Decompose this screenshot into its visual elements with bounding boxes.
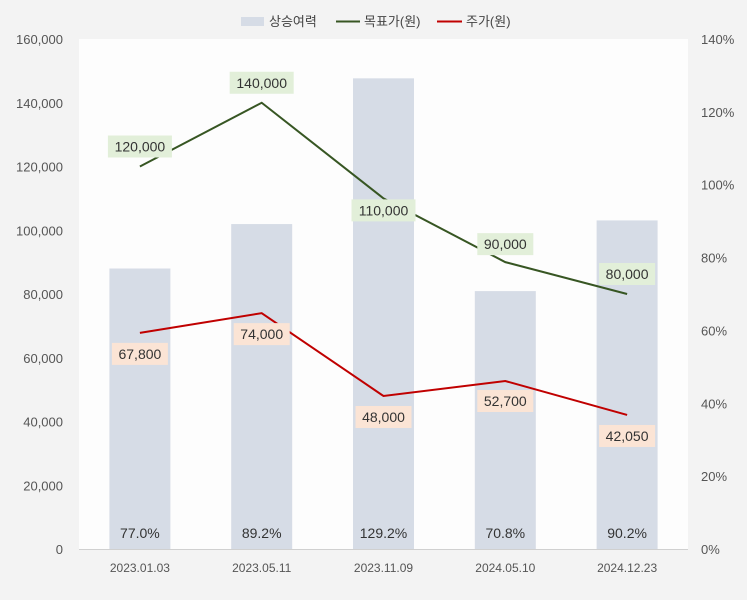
target-label-3: 90,000 bbox=[484, 236, 527, 252]
price-label-bg-4 bbox=[599, 424, 656, 447]
x-tick-4: 2024.12.23 bbox=[597, 561, 657, 575]
bar-label-0: 77.0% bbox=[120, 525, 160, 541]
target-label-1: 140,000 bbox=[236, 75, 287, 91]
bar-upside-0 bbox=[109, 268, 171, 549]
y-right-tick-0: 0% bbox=[701, 542, 720, 557]
y-left-tick-3: 60,000 bbox=[23, 351, 63, 366]
x-tick-0: 2023.01.03 bbox=[110, 561, 170, 575]
legend: 상승여력 목표가(원) 주가(원) bbox=[241, 14, 511, 29]
y-left-tick-5: 100,000 bbox=[16, 223, 63, 238]
y-right-tick-3: 60% bbox=[701, 323, 727, 338]
target-label-2: 110,000 bbox=[359, 202, 409, 218]
y-right-tick-4: 80% bbox=[701, 251, 727, 266]
bar-label-1: 89.2% bbox=[242, 525, 282, 541]
legend-label-upside: 상승여력 bbox=[269, 14, 317, 29]
y-left-tick-0: 0 bbox=[56, 542, 63, 557]
target-price-line bbox=[139, 101, 628, 295]
price-label-bg-3 bbox=[477, 390, 534, 413]
target-label-4: 80,000 bbox=[606, 266, 649, 282]
target-label-0: 120,000 bbox=[115, 139, 166, 155]
legend-swatch-upside bbox=[241, 17, 264, 26]
price-label-1: 74,000 bbox=[240, 326, 283, 342]
legend-label-price: 주가(원) bbox=[466, 14, 511, 29]
y-right-tick-6: 120% bbox=[701, 105, 735, 120]
y-left-tick-1: 20,000 bbox=[23, 478, 63, 493]
y-right-tick-5: 100% bbox=[701, 178, 735, 193]
bar-upside-3 bbox=[474, 291, 536, 549]
axes-layer: 0 20,000 40,000 60,000 80,000 100,000 120,000 1… bbox=[16, 32, 735, 575]
x-tick-1: 2023.05.11 bbox=[232, 561, 291, 575]
target-label-bg-0 bbox=[107, 135, 172, 158]
price-label-bg-0 bbox=[111, 342, 168, 365]
y-left-tick-6: 120,000 bbox=[16, 160, 63, 175]
target-label-bg-2 bbox=[351, 199, 416, 222]
target-label-bg-4 bbox=[599, 263, 656, 285]
bar-upside-2 bbox=[353, 78, 414, 549]
target-label-bg-3 bbox=[477, 233, 534, 256]
lines-layer bbox=[139, 101, 628, 416]
bar-label-3: 70.8% bbox=[485, 525, 525, 541]
bar-upside-1 bbox=[231, 224, 293, 550]
price-label-4: 42,050 bbox=[606, 428, 649, 444]
y-right-tick-1: 20% bbox=[701, 469, 727, 484]
bars-layer bbox=[109, 78, 658, 550]
y-left-tick-7: 140,000 bbox=[16, 96, 63, 111]
y-right-tick-7: 140% bbox=[701, 32, 735, 47]
x-tick-2: 2023.11.09 bbox=[354, 561, 413, 575]
price-label-bg-1 bbox=[233, 323, 290, 346]
bar-label-4: 90.2% bbox=[607, 525, 647, 541]
x-tick-3: 2024.05.10 bbox=[475, 561, 535, 575]
y-left-tick-4: 80,000 bbox=[23, 287, 63, 302]
bar-label-2: 129.2% bbox=[360, 525, 407, 541]
price-label-2: 48,000 bbox=[362, 409, 405, 425]
target-label-bg-1 bbox=[229, 71, 294, 94]
price-label-bg-2 bbox=[355, 406, 412, 428]
data-labels-layer: 77.0% 89.2% 129.2% 70.8% 90.2% 120,000 140,000… bbox=[107, 71, 656, 541]
y-left-tick-2: 40,000 bbox=[23, 415, 63, 430]
stock-price-line bbox=[139, 312, 628, 416]
legend-label-target: 목표가(원) bbox=[364, 14, 421, 29]
y-right-tick-2: 40% bbox=[701, 396, 727, 411]
y-left-tick-8: 160,000 bbox=[16, 32, 63, 47]
price-label-3: 52,700 bbox=[484, 393, 527, 409]
price-label-0: 67,800 bbox=[118, 346, 161, 362]
